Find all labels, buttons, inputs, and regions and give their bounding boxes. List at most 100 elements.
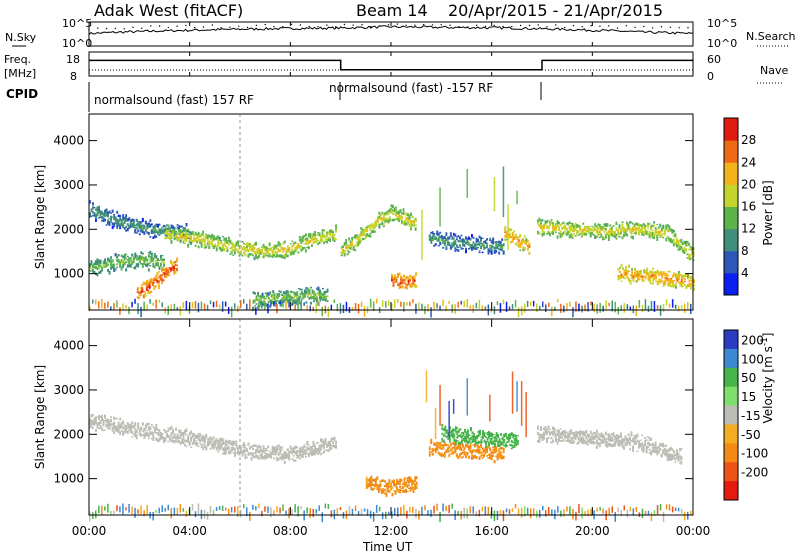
power-cell <box>442 242 445 245</box>
velocity-cell <box>246 448 248 452</box>
power-cell <box>644 270 647 274</box>
velocity-cell <box>298 453 301 456</box>
velocity-cell <box>240 450 242 452</box>
power-cell <box>481 245 484 247</box>
velocity-cell <box>562 434 565 437</box>
power-cell <box>638 223 640 227</box>
power-cell <box>277 255 280 258</box>
power-cell <box>323 292 326 296</box>
power-cell <box>635 280 638 283</box>
power-cell <box>414 227 417 231</box>
power-cell <box>511 238 514 243</box>
power-cell <box>655 280 658 283</box>
power-cell <box>254 305 256 307</box>
velocity-cell <box>552 432 554 436</box>
velocity-cell <box>408 484 410 486</box>
velocity-cell <box>457 435 460 437</box>
velocity-cell <box>472 449 475 452</box>
velocity-cell <box>380 479 383 482</box>
power-cell <box>319 295 321 299</box>
velocity-cell <box>182 440 185 445</box>
velocity-cell <box>510 432 513 436</box>
velocity-cell <box>513 444 516 448</box>
power-cell <box>317 286 320 290</box>
velocity-cell <box>412 488 415 491</box>
velocity-cell <box>329 442 331 446</box>
velocity-cell <box>462 438 465 441</box>
velocity-cell <box>327 449 330 452</box>
power-cell <box>672 229 675 233</box>
power-cell <box>579 228 582 231</box>
power-cell <box>437 232 440 236</box>
velocity-cell <box>304 450 307 454</box>
power-cell <box>173 228 176 232</box>
noise-search-point <box>458 26 460 28</box>
power-cell <box>250 247 253 251</box>
power-cell <box>297 297 300 301</box>
power-cell <box>282 295 285 298</box>
velocity-cell <box>185 445 188 448</box>
power-cell <box>571 237 574 239</box>
power-cell <box>135 254 138 256</box>
power-cell <box>166 228 168 231</box>
velocity-cell <box>592 436 595 440</box>
velocity-cell <box>261 455 263 460</box>
velocity-cell <box>506 436 509 439</box>
power-cell <box>603 237 606 239</box>
velocity-cell <box>90 422 93 426</box>
power-cell <box>387 209 390 213</box>
power-cell <box>197 236 200 238</box>
velocity-cell <box>550 431 553 433</box>
power-cell <box>472 241 475 244</box>
power-cell <box>601 227 604 232</box>
velocity-cell <box>173 433 176 437</box>
power-cell <box>300 240 303 244</box>
velocity-cell <box>172 430 174 434</box>
power-cell <box>635 222 637 226</box>
power-cell <box>398 212 400 215</box>
velocity-cell <box>98 422 100 426</box>
velocity-cell <box>212 444 215 448</box>
power-cell <box>117 214 120 218</box>
power-cell <box>162 272 165 275</box>
power-cell <box>291 291 294 293</box>
power-cell <box>327 236 330 239</box>
power-cell <box>443 236 446 240</box>
power-cell <box>293 300 296 304</box>
power-cell <box>114 253 117 257</box>
power-cell <box>221 301 224 312</box>
velocity-cell <box>292 455 295 457</box>
velocity-cell <box>311 452 313 456</box>
power-cell <box>636 227 639 230</box>
velocity-cell <box>117 421 120 426</box>
velocity-cell <box>441 427 444 430</box>
power-cell <box>632 227 634 230</box>
power-cell <box>592 234 595 236</box>
power-cell <box>162 268 165 271</box>
noise-search-point <box>282 25 284 28</box>
power-cell <box>666 236 669 238</box>
power-cell <box>551 306 553 317</box>
freq-line <box>89 59 693 71</box>
power-cell <box>171 262 174 264</box>
power-cell <box>460 234 463 237</box>
velocity-cell <box>541 437 544 440</box>
power-cell <box>532 300 535 307</box>
velocity-cell <box>285 454 288 457</box>
velocity-cell <box>167 429 170 432</box>
power-cell <box>247 253 250 258</box>
power-cell <box>256 250 259 254</box>
noise-search-point <box>185 24 187 27</box>
power-cell <box>647 275 650 277</box>
power-cell <box>329 229 331 233</box>
power-cell <box>185 236 188 240</box>
power-cell <box>187 244 190 246</box>
power-cell <box>108 210 111 214</box>
power-cell <box>116 256 119 259</box>
power-cell <box>200 242 203 247</box>
power-cell <box>582 232 585 236</box>
power-cell <box>393 213 396 215</box>
velocity-cell <box>321 441 324 444</box>
velocity-cell <box>157 432 159 436</box>
power-cell <box>398 286 401 288</box>
